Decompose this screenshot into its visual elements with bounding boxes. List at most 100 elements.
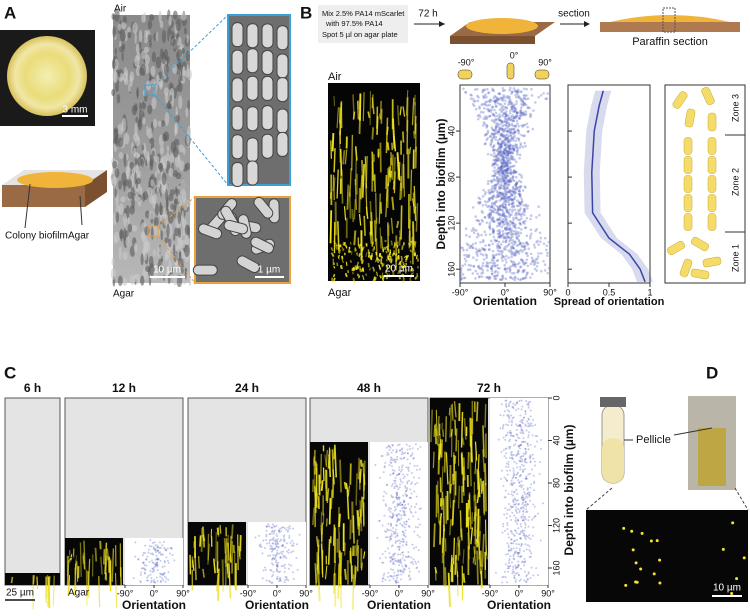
streak [462,412,463,448]
dot [390,462,392,464]
dot [514,130,517,133]
streak [392,155,393,180]
dot [389,529,391,531]
streak [356,146,357,160]
streak [463,573,464,583]
dot [499,155,502,158]
dot [134,541,136,543]
dot [505,478,507,480]
dot [394,470,396,472]
dot [404,559,406,561]
dot [529,237,532,240]
dot [513,148,516,151]
dot [400,569,402,571]
dot [484,216,487,219]
dot [511,242,514,245]
dot [514,183,517,186]
texture [142,193,145,202]
dot [513,240,516,243]
dot [518,262,521,265]
texture [128,83,131,92]
dot [394,485,396,487]
dot [488,222,491,225]
streak [331,490,332,509]
orientation-icon [507,63,514,79]
dot [523,208,526,211]
cell [684,195,692,212]
texture [168,211,174,224]
dot [513,501,515,503]
dot [520,531,522,533]
dot [524,448,526,450]
dot [146,577,148,579]
dot [519,222,522,225]
panel-label: D [706,363,718,382]
dot [522,455,524,457]
dot [169,553,171,555]
dot [146,565,148,567]
dot [503,96,506,99]
dot [487,191,490,194]
dot [509,558,511,560]
cell [247,49,258,73]
dot [484,200,487,203]
dot [284,546,286,548]
texture [119,203,124,214]
dot [395,477,397,479]
texture [114,71,118,83]
dot [492,100,495,103]
x-tick-label: -90° [482,588,499,598]
dot [526,478,528,480]
texture [170,94,172,101]
dot [165,581,167,583]
texture [177,37,181,46]
zone-label: Zone 3 [730,94,740,122]
dot [528,534,530,536]
dot [496,218,499,221]
dot [535,216,538,219]
dot [506,517,508,519]
dot [461,247,464,250]
dot [510,180,513,183]
dot [511,104,514,107]
dot [411,492,413,494]
dot [482,117,485,120]
dot [528,571,530,573]
dot [160,553,162,555]
dot [507,232,510,235]
dot [510,246,513,249]
dot [520,265,523,268]
dot [514,227,517,230]
texture [123,213,127,226]
dot [291,540,293,542]
dot [532,458,534,460]
dot [511,424,513,426]
colony-label: Colony biofilm [5,231,68,242]
dot [504,496,506,498]
dot [288,537,290,539]
dot [472,243,475,246]
texture [164,49,168,60]
dot [416,465,418,467]
dot [520,486,522,488]
cell [708,214,716,231]
dot [499,193,502,196]
dot [261,552,263,554]
dot [504,115,507,118]
dot [482,111,485,114]
dot [485,233,488,236]
cell [277,78,288,102]
dot [501,255,504,258]
texture [151,226,154,239]
streak [361,261,362,263]
dot [272,542,274,544]
dot [489,135,492,138]
dot [521,458,523,460]
dot [523,453,525,455]
dot [505,576,507,578]
dot [540,439,542,441]
dot [272,523,274,525]
dot [137,558,139,560]
dot [518,139,521,142]
texture [139,30,142,43]
